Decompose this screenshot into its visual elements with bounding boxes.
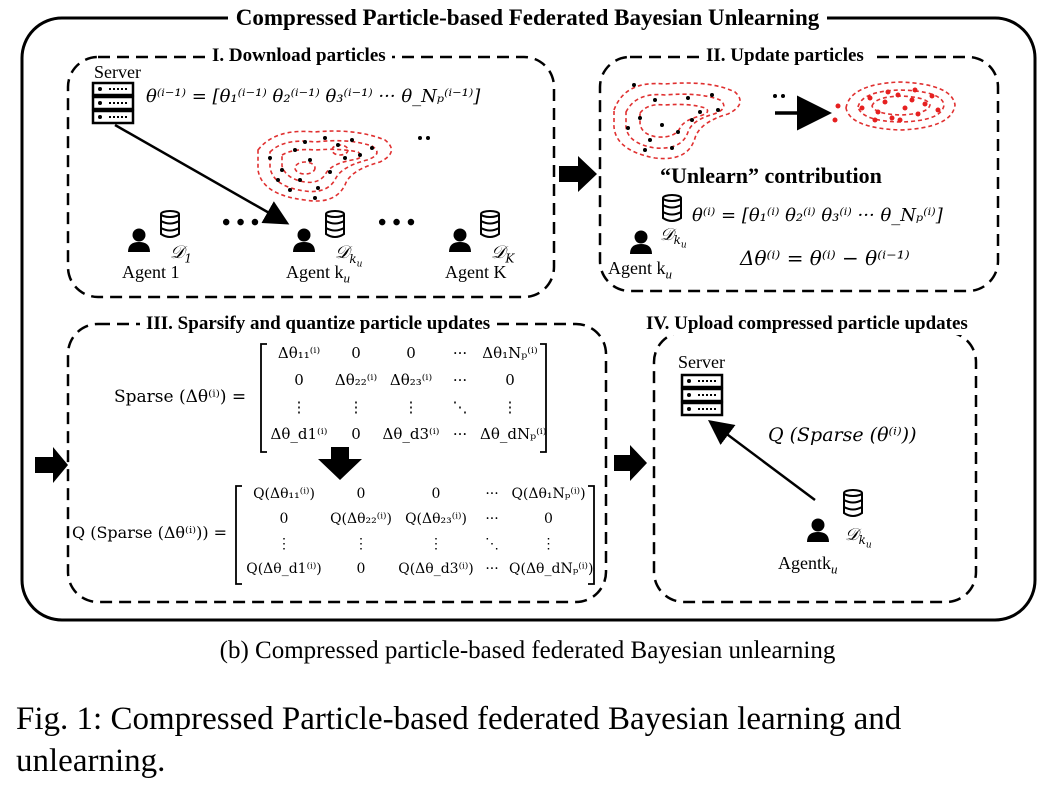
sparse-matrix: Δθ₁₁⁽ⁱ⁾ 0 0 ··· Δθ₁Nₚ⁽ⁱ⁾ 0 Δθ₂₂⁽ⁱ⁾ Δθ₂₃⁽ⁱ⁾ ··· 0 ⋮… [268, 344, 547, 452]
database-p2-icon [662, 194, 682, 222]
sparse-matrix-brackets [260, 343, 547, 453]
block-arrow-left-3 [35, 447, 68, 483]
sparse-matrix-cell-1-0: 0 [294, 371, 304, 389]
sparse-matrix-cell-3-4: Δθ_dNₚ⁽ⁱ⁾ [480, 425, 547, 443]
subfigure-caption: (b) Compressed particle-based federated … [219, 637, 836, 664]
delta-theta-equation: Δθ⁽ⁱ⁾ = θ⁽ⁱ⁾ − θ⁽ⁱ⁻¹⁾ [740, 246, 910, 270]
agent-K-label: Agent K [445, 262, 507, 282]
particles-2-new [832, 87, 941, 123]
q-matrix-cell-1-0: 0 [279, 511, 289, 527]
agent-1-label: Agent 1 [122, 262, 180, 282]
database-K-icon [480, 210, 500, 238]
q-matrix-cell-1-4: 0 [544, 511, 553, 527]
q-matrix-cell-1-2: Q(Δθ₂₃⁽ⁱ⁾) [405, 511, 467, 527]
sparse-matrix-cell-1-1: Δθ₂₂⁽ⁱ⁾ [334, 371, 378, 389]
q-lhs: Q (Sparse (Δθ⁽ⁱ⁾)) = [72, 523, 228, 542]
q-matrix-cell-2-0: ⋮ [277, 536, 291, 552]
sparse-matrix-cell-3-3: ··· [452, 425, 468, 443]
dataset-1-label: 𝒟1 [170, 242, 193, 266]
agent-ku-label: Agent ku [286, 262, 350, 286]
q-matrix-cell-2-3: ⋱ [485, 536, 499, 552]
server-p4-label: Server [678, 352, 725, 372]
upload-arrow [707, 420, 816, 502]
q-sparse-label: Q (Sparse (θ⁽ⁱ⁾)) [768, 424, 917, 446]
server-p4-icon [680, 373, 724, 417]
database-1-icon [160, 210, 180, 238]
server-icon [91, 81, 135, 125]
panel-2-title: II. Update particles [700, 45, 870, 67]
sparse-matrix-cell-1-2: Δθ₂₃⁽ⁱ⁾ [389, 371, 433, 389]
agent-p4-icon [807, 518, 829, 542]
sparse-matrix-cell-2-3: ⋱ [452, 398, 468, 416]
ellipsis-1: • • • [222, 210, 260, 236]
sparse-matrix-cell-2-4: ⋮ [502, 398, 518, 416]
sparse-matrix-cell-2-1: ⋮ [348, 398, 364, 416]
sparse-matrix-cell-3-1: 0 [351, 425, 361, 443]
q-matrix-cell-0-1: 0 [356, 486, 366, 502]
download-arrow [114, 123, 290, 225]
dataset-K-label: 𝒟K [491, 242, 515, 266]
q-matrix-cell-2-1: ⋮ [354, 536, 368, 552]
agent-p2-label: Agent ku [608, 258, 672, 282]
sparse-lhs: Sparse (Δθ⁽ⁱ⁾) = [114, 387, 247, 407]
q-matrix-cell-3-1: 0 [356, 561, 366, 577]
database-ku-icon [325, 210, 345, 238]
q-matrix-cell-1-1: Q(Δθ₂₂⁽ⁱ⁾) [330, 511, 392, 527]
sparse-matrix-cell-0-3: ··· [452, 344, 468, 362]
q-matrix-cell-3-4: Q(Δθ_dNₚ⁽ⁱ⁾) [509, 561, 594, 577]
sparse-matrix-cell-0-2: 0 [406, 344, 416, 362]
q-matrix: Q(Δθ₁₁⁽ⁱ⁾) 0 0 ··· Q(Δθ₁Nₚ⁽ⁱ⁾) 0 Q(Δθ₂₂⁽ⁱ⁾) Q(Δ… [243, 486, 594, 584]
q-matrix-cell-2-2: ⋮ [429, 536, 443, 552]
particles-1 [268, 136, 430, 200]
sparse-matrix-cell-1-4: 0 [505, 371, 515, 389]
sparse-matrix-cell-3-0: Δθ_d1⁽ⁱ⁾ [270, 425, 328, 443]
figure-caption: Fig. 1: Compressed Particle-based federa… [16, 701, 902, 779]
panel-4-frame [652, 330, 978, 604]
ellipsis-2: • • • [378, 210, 416, 236]
agent-ku-icon [293, 228, 315, 252]
theta-prev-equation: θ⁽ⁱ⁻¹⁾ = [θ₁⁽ⁱ⁻¹⁾ θ₂⁽ⁱ⁻¹⁾ θ₃⁽ⁱ⁻¹⁾ ··· θ_… [146, 86, 481, 107]
q-matrix-cell-0-4: Q(Δθ₁Nₚ⁽ⁱ⁾) [511, 486, 586, 502]
sparse-matrix-cell-0-1: 0 [351, 344, 361, 362]
q-matrix-cell-2-4: ⋮ [541, 536, 556, 552]
q-matrix-cell-3-0: Q(Δθ_d1⁽ⁱ⁾) [246, 561, 322, 577]
q-matrix-cell-1-3: ··· [485, 511, 499, 527]
panel-1-title: I. Download particles [206, 45, 392, 67]
theta-new-equation: θ⁽ⁱ⁾ = [θ₁⁽ⁱ⁾ θ₂⁽ⁱ⁾ θ₃⁽ⁱ⁾ ··· θ_Nₚ⁽ⁱ⁾] [692, 205, 943, 226]
agent-K-icon [449, 228, 471, 252]
particle-contours-2 [613, 81, 956, 160]
unlearn-contribution-label: “Unlearn” contribution [660, 163, 882, 188]
sparse-matrix-cell-2-0: ⋮ [291, 398, 307, 416]
sparse-matrix-cell-0-0: Δθ₁₁⁽ⁱ⁾ [277, 344, 321, 362]
sparse-matrix-cell-3-2: Δθ_d3⁽ⁱ⁾ [382, 425, 440, 443]
block-arrow-3-4 [614, 445, 647, 481]
sparse-matrix-cell-1-3: ··· [452, 371, 468, 389]
q-matrix-cell-0-0: Q(Δθ₁₁⁽ⁱ⁾) [253, 486, 315, 502]
block-arrow-1-2 [559, 156, 597, 192]
block-arrow-down-3 [318, 447, 362, 480]
sparse-matrix-cell-2-2: ⋮ [403, 398, 419, 416]
q-matrix-brackets [235, 485, 595, 585]
panel-3-title: III. Sparsify and quantize particle upda… [140, 313, 497, 335]
q-matrix-cell-0-2: 0 [431, 486, 441, 502]
panel-4-title: IV. Upload compressed particle updates [640, 313, 974, 335]
q-matrix-cell-0-3: ··· [485, 486, 499, 502]
particles-2-old [626, 83, 785, 152]
dataset-p4-label: 𝒟ku [845, 525, 872, 551]
sparse-matrix-cell-0-4: Δθ₁Nₚ⁽ⁱ⁾ [482, 344, 538, 362]
diagram-title: Compressed Particle-based Federated Baye… [0, 5, 1055, 31]
dataset-p2-label: 𝒟ku [660, 225, 687, 251]
database-p4-icon [843, 489, 863, 517]
q-matrix-cell-3-2: Q(Δθ_d3⁽ⁱ⁾) [398, 561, 474, 577]
server-label: Server [94, 62, 141, 82]
agent-1-icon [128, 228, 150, 252]
agent-p2-icon [630, 230, 652, 254]
agent-p4-label: Agentku [778, 553, 838, 577]
dataset-ku-label: 𝒟ku [335, 242, 363, 269]
q-matrix-cell-3-3: ··· [485, 561, 499, 577]
particle-contours-1 [257, 130, 393, 202]
